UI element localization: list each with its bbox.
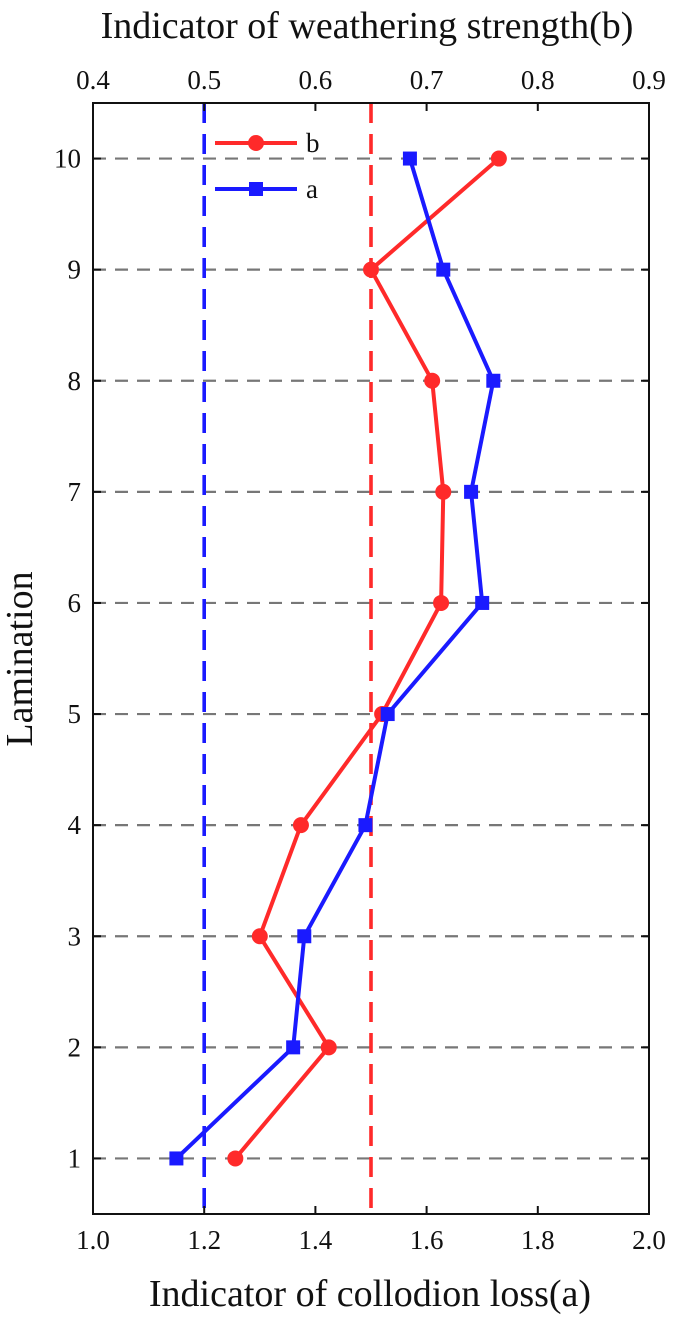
top-axis-title: Indicator of weathering strength(b)	[101, 5, 634, 47]
series-b-point-7	[435, 483, 452, 500]
series-a-point-8	[486, 373, 501, 388]
series-a-point-4	[358, 818, 373, 833]
top-tick-label: 0.6	[299, 65, 333, 95]
y-axis-title: Lamination	[0, 571, 41, 746]
series-b-point-8	[424, 372, 441, 389]
bottom-axis-title: Indicator of collodion loss(a)	[149, 1273, 591, 1315]
series-b-point-6	[433, 594, 450, 611]
series-a-point-6	[475, 595, 490, 610]
y-tick-label: 3	[68, 921, 82, 951]
series-a-point-7	[464, 484, 479, 499]
series-layer	[169, 150, 507, 1167]
y-tick-label: 10	[54, 144, 81, 174]
series-a-point-9	[436, 262, 451, 277]
series-b-point-2	[320, 1039, 337, 1056]
top-tick-label: 0.5	[187, 65, 221, 95]
y-tick-label: 1	[68, 1143, 82, 1173]
legend-marker-a	[249, 182, 263, 196]
y-tick-label: 2	[68, 1032, 82, 1062]
top-tick-label: 0.7	[410, 65, 444, 95]
legend-label-b: b	[306, 128, 320, 158]
y-tick-label: 8	[68, 366, 82, 396]
bottom-tick-label: 1.8	[521, 1225, 555, 1255]
series-b-line	[233, 156, 501, 1160]
y-tick-label: 4	[68, 810, 82, 840]
series-b-point-10	[490, 150, 507, 167]
bottom-tick-label: 2.0	[632, 1225, 666, 1255]
series-b-point-9	[363, 261, 379, 278]
series-b-point-4	[292, 817, 309, 834]
axes: 1.0 1.2 1.4 1.6 1.8 2.0 0.4 0.5 0.6 0.7 0.8 0.9 1 2 3 4…	[54, 65, 666, 1255]
bottom-tick-label: 1.0	[76, 1225, 110, 1255]
y-tick-label: 9	[68, 255, 82, 285]
bottom-tick-label: 1.6	[410, 1225, 444, 1255]
legend-label-a: a	[306, 174, 318, 204]
grid-layer	[93, 157, 649, 1160]
bottom-tick-label: 1.4	[299, 1225, 333, 1255]
bottom-tick-label: 1.2	[187, 1225, 221, 1255]
series-a-point-10	[402, 151, 417, 166]
top-tick-label: 0.8	[521, 65, 555, 95]
series-a-point-5	[380, 707, 395, 722]
top-tick-label: 0.9	[632, 65, 666, 95]
series-b-point-3	[251, 928, 268, 945]
series-a-point-3	[297, 929, 312, 944]
plot-frame	[92, 102, 650, 1215]
legend-marker-b	[248, 135, 264, 151]
legend: ba	[215, 128, 320, 204]
top-tick-label: 0.4	[76, 65, 110, 95]
y-tick-label: 6	[68, 588, 82, 618]
y-tick-label: 5	[68, 699, 82, 729]
series-a-point-2	[286, 1040, 301, 1055]
series-a-line	[175, 157, 496, 1160]
y-tick-label: 7	[68, 477, 82, 507]
series-a-point-1	[169, 1151, 184, 1166]
series-b-point-1	[227, 1150, 244, 1167]
